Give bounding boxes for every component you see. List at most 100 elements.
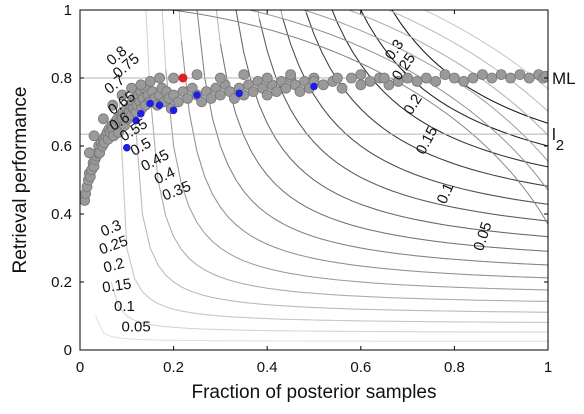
contour-line	[196, 10, 548, 266]
gray-points	[80, 69, 548, 206]
gray-point	[355, 79, 367, 91]
contour-line	[110, 281, 548, 333]
gray-point	[505, 72, 516, 84]
gray-point	[294, 86, 306, 97]
contour-line	[360, 10, 548, 147]
gray-point	[420, 72, 432, 84]
contour-line	[331, 10, 548, 168]
y-tick-label: 0	[64, 342, 72, 359]
contour-line	[235, 10, 548, 238]
gray-point	[144, 76, 156, 87]
contour-line	[167, 10, 548, 226]
gray-point	[98, 113, 109, 125]
gray-point	[486, 72, 498, 84]
contour-line	[387, 10, 548, 113]
contour-layer	[95, 10, 548, 342]
contour-line	[145, 10, 548, 302]
gray-point	[540, 70, 548, 82]
gray-point	[402, 72, 414, 84]
blue-point	[169, 106, 178, 115]
contour-line	[280, 10, 548, 205]
gray-point	[346, 72, 357, 84]
x-tick-label: 0.4	[257, 359, 278, 376]
y-tick-label: 1	[64, 2, 72, 19]
gray-point	[523, 72, 535, 84]
gray-point	[439, 69, 451, 80]
gray-point	[83, 147, 95, 159]
contour-label: 0.15	[101, 276, 132, 297]
gray-point	[495, 69, 507, 80]
blue-point	[123, 143, 131, 152]
gray-point	[107, 99, 119, 111]
contour-label: 0.2	[102, 255, 127, 277]
gray-point	[514, 69, 526, 80]
contour-line	[257, 10, 548, 222]
gray-point	[88, 130, 100, 142]
x-tick-label: 0.8	[444, 359, 465, 376]
contour-label: 0.05	[122, 318, 151, 335]
x-tick-label: 0.6	[350, 359, 371, 376]
gray-point	[285, 69, 297, 80]
blue-points	[123, 82, 318, 152]
blue-point	[146, 99, 154, 108]
x-axis-label: Fraction of posterior samples	[192, 382, 437, 403]
contour-line	[247, 10, 548, 192]
gray-point	[378, 72, 390, 84]
gray-point	[205, 93, 217, 104]
contour-label: 0.1	[114, 298, 135, 315]
gray-point	[392, 76, 404, 87]
gray-point	[214, 89, 226, 101]
y-tick-label: 0.4	[51, 206, 72, 223]
blue-point	[137, 109, 145, 118]
gray-point	[154, 72, 165, 84]
gray-point	[317, 79, 329, 91]
gray-point	[411, 76, 423, 87]
gray-point	[271, 86, 282, 97]
gray-point	[477, 69, 488, 80]
gray-point	[196, 96, 208, 108]
gray-point	[261, 72, 273, 84]
axes: 0 0.2 0.4 0.6 0.8 1 0 0.2 0.4 0.6 0.8 1	[51, 2, 552, 376]
x-tick-label: 1	[544, 359, 552, 376]
contour-line	[423, 10, 548, 90]
contour-line	[134, 111, 548, 313]
red-points	[178, 73, 188, 83]
gray-point	[448, 72, 460, 84]
gray-point	[364, 76, 376, 87]
gray-point	[331, 72, 343, 84]
blue-point	[193, 91, 201, 99]
gray-point	[247, 86, 259, 97]
gray-point	[467, 72, 479, 84]
y-tick-label: 0.8	[51, 70, 72, 87]
contour-label: 0.3	[98, 217, 124, 241]
reference-line-label: ML	[552, 69, 576, 88]
blue-point	[155, 101, 164, 109]
y-tick-label: 0.2	[51, 274, 72, 291]
blue-point	[235, 89, 243, 98]
y-axis-label: Retrieval performance	[10, 87, 31, 274]
gray-point	[355, 69, 367, 80]
gray-point	[135, 79, 147, 91]
contour-line	[95, 315, 548, 342]
gray-point	[430, 76, 442, 87]
x-tick-label: 0.2	[163, 359, 184, 376]
gray-point	[280, 82, 292, 94]
x-tick-label: 0	[76, 359, 84, 376]
gray-point	[458, 76, 470, 87]
gray-point	[191, 69, 203, 80]
contour-line	[118, 94, 548, 323]
gray-point	[261, 89, 273, 101]
gray-point	[126, 82, 137, 94]
gray-point	[336, 82, 348, 94]
gray-point	[172, 96, 184, 108]
blue-point	[310, 82, 318, 91]
gray-point	[116, 89, 128, 101]
contour-line	[178, 10, 548, 279]
gray-point	[214, 72, 226, 84]
gray-point	[238, 69, 250, 80]
contour-line	[161, 10, 548, 291]
gray-point	[182, 93, 194, 104]
red-point	[178, 73, 188, 83]
